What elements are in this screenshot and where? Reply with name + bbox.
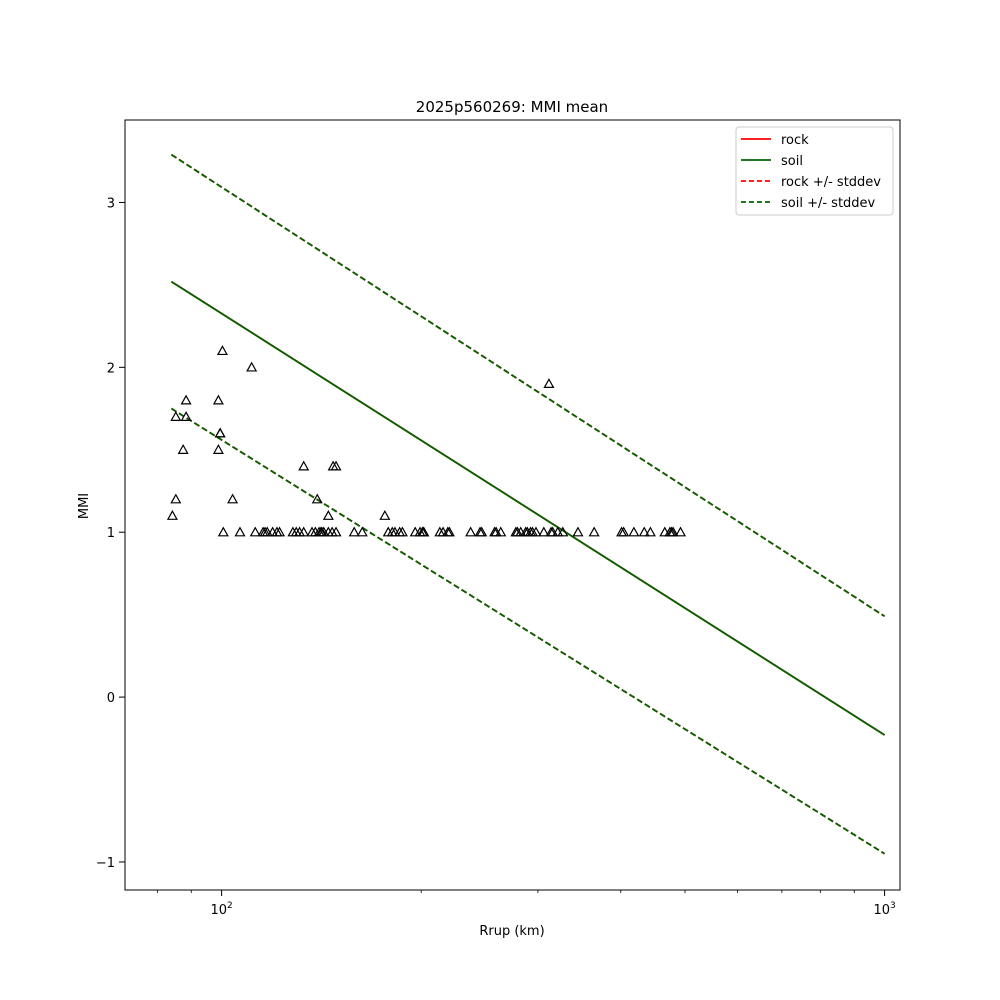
legend-rock-stddev-label: rock +/- stddev: [781, 175, 881, 190]
observation-point: [356, 526, 368, 537]
observation-point: [214, 427, 226, 438]
observation-point: [177, 444, 189, 454]
observation-point: [274, 526, 286, 537]
observation-point: [443, 526, 455, 537]
axis-ticks: 102 103 −1 0 1 2 3: [96, 196, 896, 918]
observation-point: [227, 493, 239, 504]
observation-point: [261, 526, 273, 537]
plot-area: [166, 153, 886, 855]
x-axis-label: Rrup (km): [479, 924, 544, 939]
observation-point: [298, 526, 310, 537]
observation-point: [348, 526, 360, 537]
observation-point: [638, 526, 650, 537]
observation-point: [170, 493, 182, 504]
soil-stddev-lower-line: [170, 407, 886, 855]
observation-point: [588, 526, 600, 537]
y-tick-label: 0: [107, 691, 115, 706]
y-tick-label: 2: [107, 361, 115, 376]
observation-point: [418, 526, 430, 537]
y-tick-label: −1: [96, 856, 115, 871]
observation-point: [249, 526, 261, 537]
observation-point: [538, 526, 550, 537]
observation-point: [170, 411, 182, 421]
observation-point: [379, 509, 391, 520]
observation-point: [311, 493, 323, 504]
observation-point: [530, 526, 542, 537]
observation-point: [675, 526, 687, 537]
observation-point: [667, 526, 679, 537]
legend-soil-label: soil: [781, 154, 803, 169]
observation-point: [572, 526, 584, 537]
y-axis-label: MMI: [77, 493, 92, 519]
observation-point: [330, 460, 342, 471]
observation-point: [212, 394, 224, 405]
observation-point: [465, 526, 477, 537]
chart-title: 2025p560269: MMI mean: [416, 98, 608, 116]
observation-point: [322, 509, 334, 520]
observation-point: [628, 526, 640, 537]
observation-point: [298, 460, 310, 471]
observation-point: [246, 361, 258, 372]
x-tick-label: 102: [210, 901, 232, 918]
observation-point: [476, 526, 488, 537]
observation-point: [396, 526, 408, 537]
observation-point: [557, 526, 569, 537]
soil-stddev-upper-line: [170, 153, 886, 618]
y-tick-label: 3: [107, 196, 115, 211]
x-tick-label: 103: [873, 901, 895, 918]
observation-point: [217, 526, 229, 537]
observation-point: [216, 345, 228, 356]
observation-point: [543, 378, 555, 389]
legend-rock-label: rock: [781, 133, 809, 148]
observation-point: [644, 526, 656, 537]
soil-mean-line: [170, 280, 886, 736]
legend-soil-stddev-label: soil +/- stddev: [781, 196, 876, 211]
observation-point: [234, 526, 246, 537]
observation-point: [618, 526, 630, 537]
observation-point: [330, 526, 342, 537]
legend-box: [735, 126, 894, 216]
observation-point: [180, 411, 192, 421]
axes-frame: [124, 119, 901, 891]
legend: rock soil rock +/- stddev soil +/- stdde…: [735, 126, 894, 216]
y-tick-label: 1: [107, 526, 115, 541]
observation-point: [166, 509, 178, 520]
observation-point: [495, 526, 507, 537]
observation-point: [212, 444, 224, 454]
observation-point: [180, 394, 192, 405]
